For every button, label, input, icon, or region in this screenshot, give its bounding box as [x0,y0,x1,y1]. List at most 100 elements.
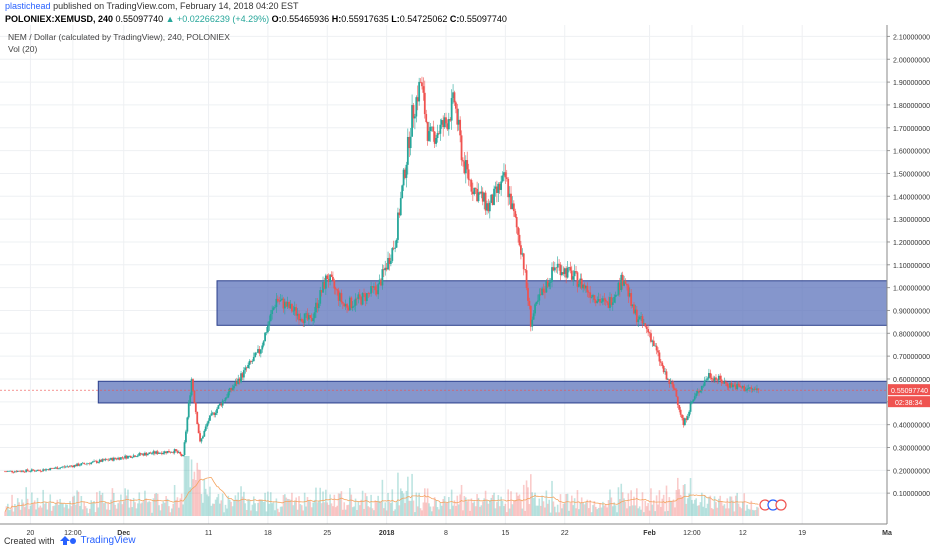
candle-body [498,183,501,190]
candle-body [296,313,299,316]
price-axis[interactable]: 2.10000000 2.00000000 1.90000000 1.80000000… [886,25,930,524]
volume-bar [595,506,597,516]
volume-bar [385,510,388,516]
volume-bar [87,513,90,516]
candle-body [76,463,78,467]
volume-bar [384,502,387,516]
volume-bar [309,501,312,516]
candle-body [88,463,91,465]
volume-bar [617,487,620,516]
candle-body [268,321,271,326]
candle-body [163,451,166,454]
volume-bar [203,478,206,516]
volume-bar [586,499,589,516]
volume-bar [737,503,740,516]
candle-body [199,433,201,442]
candle-body [579,278,582,284]
volume-bar [538,498,541,516]
candle-body [259,349,262,354]
candle-body [692,399,695,402]
volume-bar [25,487,28,516]
volume-bar [630,490,632,516]
volume-bar [48,502,50,516]
candle-body [389,260,392,264]
volume-bar [176,497,179,516]
volume-bar [46,509,49,516]
volume-bar [264,492,266,516]
candle-body [110,458,112,460]
volume-bar [120,494,122,516]
candle-body [136,455,139,457]
volume-bar [401,491,403,516]
candle-body [569,267,572,271]
candle-body [40,471,43,472]
event-flags[interactable] [759,499,787,511]
x-tick-label: 12:00 [683,530,701,537]
volume-bar [29,505,32,516]
time-axis[interactable]: 20 12:00 Dec 11 18 25 2018 8 15 22 Feb 12:00 12 19 Ma [0,523,892,537]
candle-body [593,295,596,301]
candle-body [548,282,551,287]
candle-body [162,453,165,455]
volume-bar [483,498,485,516]
candle-body [453,92,456,103]
volume-bar [135,508,138,516]
volume-bar [175,499,177,516]
candle-body [192,379,194,391]
volume-bar [346,505,348,516]
volume-bar [593,501,596,516]
volume-bar [686,498,689,516]
volume-bar [521,508,524,516]
candle-body [183,442,186,456]
volume-bar [158,505,160,516]
candle-body [234,381,237,386]
volume-bar [747,508,750,516]
volume-bar [161,503,163,516]
candle-body [522,253,525,270]
volume-bar [81,509,84,516]
volume-bar [285,497,288,516]
candle-body [655,345,658,351]
volume-bar [554,506,556,516]
candle-body [127,456,129,459]
volume-bar [754,509,757,516]
author-link[interactable]: plastichead [5,1,51,11]
candle-body [319,290,322,304]
candle-body [628,293,631,297]
x-tick-label: 12:00 [64,530,82,537]
candle-body [190,379,193,396]
candle-body [73,465,76,468]
volume-bar [299,504,302,516]
candle-body [30,469,33,472]
volume-bar [35,509,37,516]
volume-bar [373,510,375,516]
volume-bar [366,496,368,516]
candle-body [658,352,661,362]
volume-bar [86,508,88,516]
candle-body [445,117,447,124]
candle-body [291,303,293,312]
candle-body [255,352,258,354]
candle-body [86,463,88,465]
candle-body [100,459,103,462]
candle-body [339,293,341,301]
volume-bar [305,506,307,516]
volume-bar [339,493,341,516]
volume-bar [613,502,616,516]
tradingview-link[interactable]: TradingView [80,535,136,546]
volume-bar [224,504,227,516]
candle-body [662,365,665,373]
volume-bar [449,509,452,516]
candle-body [235,381,238,384]
candle-body [404,169,406,178]
volume-bar [11,494,13,516]
candle-body [600,301,603,303]
candle-body [747,388,750,389]
volume-bar [498,506,501,516]
candle-body [685,418,688,420]
volume-bar [371,508,374,516]
volume-bar [142,500,145,516]
candle-body [358,294,361,298]
volume-bar [722,505,724,516]
